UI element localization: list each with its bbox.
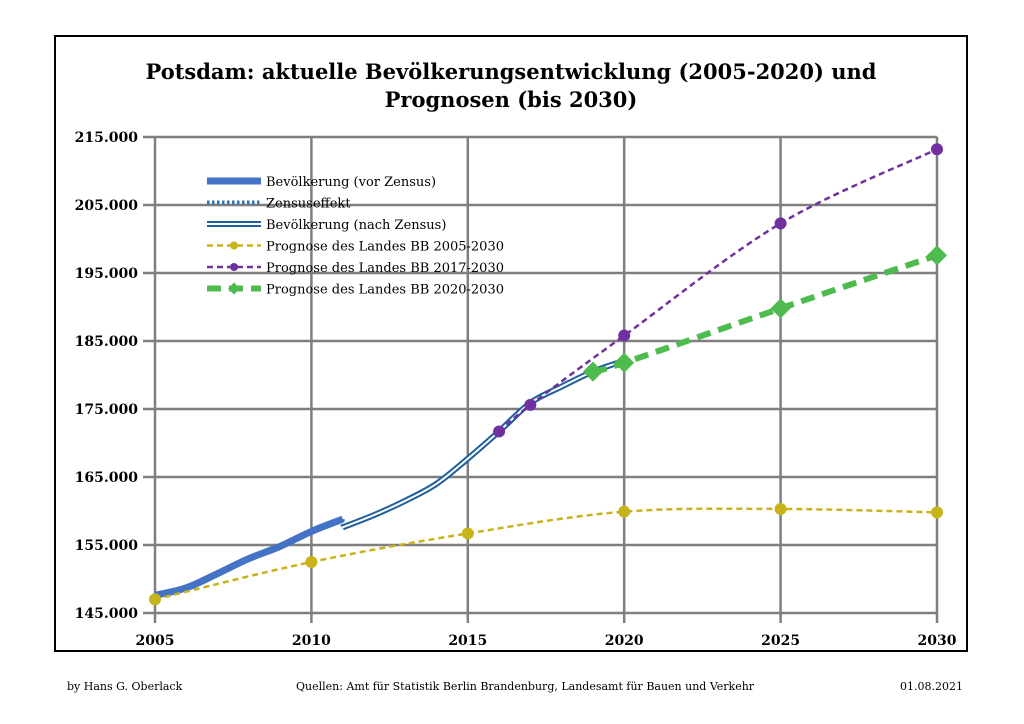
y-tick-label: 185.000	[75, 334, 139, 350]
y-tick-label: 145.000	[75, 606, 139, 622]
series-line-inner	[342, 359, 625, 529]
y-tick-label: 215.000	[75, 130, 139, 146]
footer-author: by Hans G. Oberlack	[67, 680, 183, 693]
legend-label: Prognose des Landes BB 2005-2030	[266, 240, 504, 255]
series	[154, 515, 344, 599]
data-point	[149, 593, 161, 606]
series-line	[498, 148, 938, 433]
data-point	[582, 361, 603, 382]
x-tick-label: 2020	[605, 633, 644, 649]
series	[341, 357, 626, 531]
data-point	[774, 502, 787, 515]
legend-item: Prognose des Landes BB 2017-2030	[207, 261, 504, 276]
x-tick-label: 2025	[761, 633, 800, 649]
series-line	[154, 507, 938, 601]
legend-item: Prognose des Landes BB 2020-2030	[207, 282, 504, 298]
series	[493, 143, 943, 438]
chart-subtitle: Prognosen (bis 2030)	[385, 87, 638, 112]
legend-label: Prognose des Landes BB 2020-2030	[266, 283, 504, 298]
data-point	[524, 398, 537, 411]
data-point	[614, 352, 635, 373]
series	[582, 245, 947, 382]
y-tick-label: 195.000	[75, 266, 139, 282]
data-point	[493, 425, 506, 438]
x-tick-label: 2015	[448, 633, 487, 649]
legend-item: Bevölkerung (nach Zensus)	[207, 218, 446, 233]
series-line	[592, 252, 938, 375]
x-tick-label: 2030	[918, 633, 957, 649]
series	[149, 502, 943, 606]
axis-ticks: 215.000 205.000 195.000 185.000 175.000 165.0…	[75, 130, 957, 649]
data-point	[927, 245, 947, 266]
data-point	[931, 143, 943, 156]
y-tick-label: 155.000	[75, 538, 139, 554]
chart-frame	[54, 35, 968, 652]
legend-label: Bevölkerung (nach Zensus)	[266, 218, 446, 233]
data-point	[461, 527, 474, 540]
data-point	[230, 241, 238, 250]
legend-item: Prognose des Landes BB 2005-2030	[207, 240, 504, 255]
footer-sources: Quellen: Amt für Statistik Berlin Brande…	[296, 680, 755, 693]
chart-title: Potsdam: aktuelle Bevölkerungsentwicklun…	[145, 59, 876, 84]
data-point	[618, 505, 631, 518]
data-point	[230, 263, 238, 271]
data-point	[618, 329, 631, 342]
legend-label: Zensuseffekt	[266, 197, 351, 212]
x-tick-label: 2005	[136, 633, 175, 649]
footer-date: 01.08.2021	[900, 680, 963, 693]
legend: Bevölkerung (vor Zensus) Zensuseffekt Bevö…	[207, 175, 504, 298]
data-point	[931, 506, 943, 519]
series-line	[154, 515, 344, 599]
legend-label: Prognose des Landes BB 2017-2030	[266, 261, 504, 276]
y-tick-label: 165.000	[75, 470, 139, 486]
legend-item: Zensuseffekt	[207, 197, 351, 212]
data-point	[228, 282, 240, 295]
legend-label: Bevölkerung (vor Zensus)	[266, 175, 436, 190]
y-tick-label: 205.000	[75, 198, 139, 214]
series-layer	[149, 143, 947, 606]
x-tick-label: 2010	[292, 633, 331, 649]
y-tick-label: 175.000	[75, 402, 139, 418]
data-point	[305, 556, 318, 568]
data-point	[770, 298, 791, 319]
legend-item: Bevölkerung (vor Zensus)	[207, 175, 436, 190]
data-point	[774, 217, 787, 230]
